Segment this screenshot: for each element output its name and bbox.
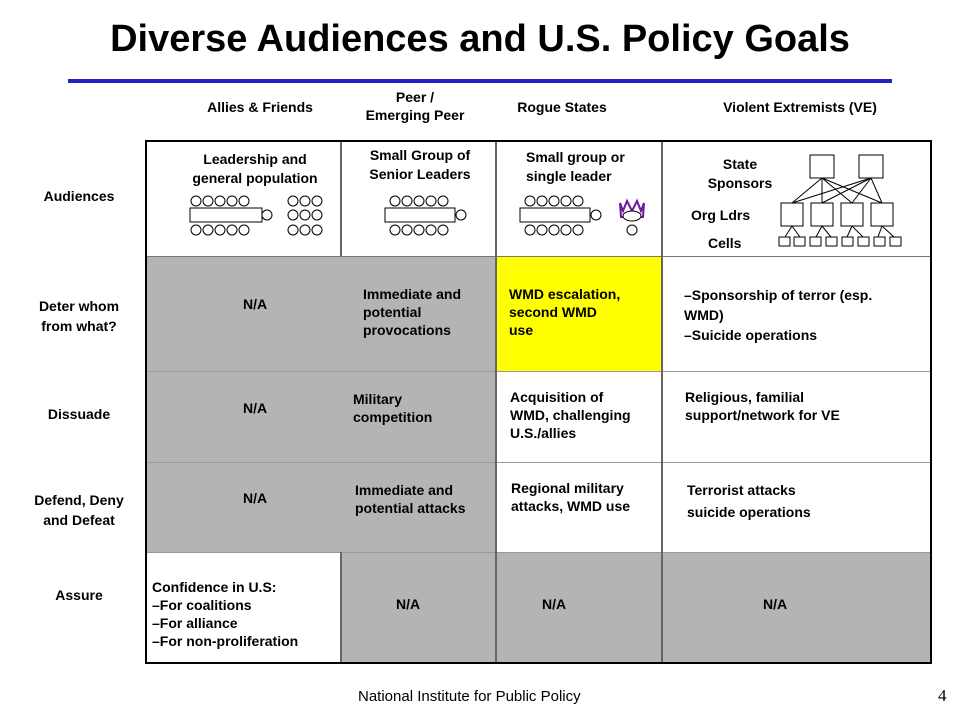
defend-peer: Immediate and potential attacks xyxy=(355,481,465,517)
audience-rogue-line1: Small group or xyxy=(526,149,625,165)
deter-ve-line: –Suicide operations xyxy=(684,327,818,343)
grid-line xyxy=(340,140,342,256)
dissuade-rogue-line: Acquisition of xyxy=(510,389,604,405)
deter-allies: N/A xyxy=(243,296,268,312)
row-label-defend: Defend, Deny and Defeat xyxy=(18,490,140,530)
defend-rogue-line: Regional military xyxy=(511,480,624,496)
deter-peer-line: Immediate and xyxy=(363,286,462,302)
audience-ve-state-line2: Sponsors xyxy=(707,175,773,191)
assure-allies-line: –For coalitions xyxy=(152,597,252,613)
deter-rogue-line: WMD escalation, xyxy=(509,286,621,302)
assure-peer: N/A xyxy=(396,596,421,612)
grid-line xyxy=(340,552,342,664)
page-number: 4 xyxy=(938,686,947,705)
audience-peer: Small Group of Senior Leaders xyxy=(350,146,490,184)
row-label-deter-line2: from what? xyxy=(41,318,117,334)
dissuade-peer: Military competition xyxy=(353,390,432,426)
grid-line xyxy=(145,256,932,257)
column-header-peer-line2: Emerging Peer xyxy=(365,107,465,123)
audience-rogue-line2: single leader xyxy=(526,168,612,184)
title-underline xyxy=(68,79,892,83)
dissuade-allies: N/A xyxy=(243,400,268,416)
defend-allies: N/A xyxy=(243,490,268,506)
grid-line xyxy=(145,462,932,463)
audience-ve-state: State Sponsors xyxy=(695,155,785,193)
crown-icon xyxy=(619,198,645,222)
grid-line xyxy=(661,140,663,664)
grid-line xyxy=(145,552,932,553)
dissuade-peer-line: competition xyxy=(353,409,433,425)
audience-rogue: Small group or single leader xyxy=(526,148,666,186)
deter-rogue: WMD escalation, second WMD use xyxy=(509,285,620,339)
deter-peer-line: provocations xyxy=(363,322,451,338)
org-chart-icon xyxy=(778,154,902,247)
row-label-defend-line1: Defend, Deny xyxy=(34,492,124,508)
audience-ve-org: Org Ldrs xyxy=(691,207,751,223)
assure-gray-block xyxy=(341,552,932,664)
row-label-dissuade: Dissuade xyxy=(47,406,111,422)
row-label-deter-line1: Deter whom xyxy=(38,298,120,314)
assure-rogue: N/A xyxy=(542,596,567,612)
audience-ve-cells: Cells xyxy=(708,235,742,251)
assure-allies-line: Confidence in U.S: xyxy=(152,579,277,595)
matrix-border xyxy=(145,140,932,664)
dissuade-ve-line: support/network for VE xyxy=(685,407,840,423)
defend-rogue: Regional military attacks, WMD use xyxy=(511,479,630,515)
deter-ve-line: –Sponsorship of terror (esp. xyxy=(684,287,873,303)
footer-text: National Institute for Public Policy xyxy=(358,688,581,705)
dissuade-peer-line: Military xyxy=(353,391,403,407)
audience-ve-state-line1: State xyxy=(722,156,758,172)
assure-allies: Confidence in U.S: –For coalitions –For … xyxy=(152,578,298,650)
defend-ve: Terrorist attacks suicide operations xyxy=(687,479,811,523)
meeting-table-icon xyxy=(189,195,323,236)
audience-allies: Leadership and general population xyxy=(180,150,330,188)
row-label-assure: Assure xyxy=(55,587,103,603)
column-header-rogue: Rogue States xyxy=(517,99,607,115)
defend-ve-line: suicide operations xyxy=(687,504,811,520)
column-header-peer: Peer / Emerging Peer xyxy=(345,88,485,124)
audience-peer-line1: Small Group of xyxy=(369,147,471,163)
dissuade-rogue-line: WMD, challenging xyxy=(510,407,631,423)
defend-ve-line: Terrorist attacks xyxy=(687,482,796,498)
column-header-peer-line1: Peer / xyxy=(395,89,435,105)
defend-peer-line: potential attacks xyxy=(355,500,466,516)
grid-line xyxy=(145,371,932,372)
row-label-deter: Deter whom from what? xyxy=(18,296,140,336)
audience-allies-line1: Leadership and xyxy=(203,151,307,167)
dissuade-rogue: Acquisition of WMD, challenging U.S./all… xyxy=(510,388,631,442)
deter-peer-line: potential xyxy=(363,304,422,320)
deter-rogue-line: use xyxy=(509,322,534,338)
rogue-deter-highlight xyxy=(496,256,662,371)
column-header-allies: Allies & Friends xyxy=(207,99,313,115)
defend-peer-line: Immediate and xyxy=(355,482,454,498)
deter-ve-line: WMD) xyxy=(684,307,724,323)
deter-ve: –Sponsorship of terror (esp. WMD) –Suici… xyxy=(684,285,872,345)
assure-ve: N/A xyxy=(763,596,788,612)
dissuade-rogue-line: U.S./allies xyxy=(510,425,577,441)
deter-rogue-line: second WMD xyxy=(509,304,597,320)
assure-allies-line: –For non-proliferation xyxy=(152,633,299,649)
audience-allies-line2: general population xyxy=(192,170,318,186)
audience-peer-line2: Senior Leaders xyxy=(369,166,471,182)
row-label-defend-line2: and Defeat xyxy=(43,512,115,528)
column-header-ve: Violent Extremists (VE) xyxy=(723,99,877,115)
defend-rogue-line: attacks, WMD use xyxy=(511,498,631,514)
meeting-table-icon xyxy=(519,195,645,236)
grid-line xyxy=(495,140,497,664)
row-label-audiences: Audiences xyxy=(43,188,115,204)
assure-allies-line: –For alliance xyxy=(152,615,238,631)
dissuade-ve: Religious, familial support/network for … xyxy=(685,388,840,424)
dissuade-ve-line: Religious, familial xyxy=(685,389,805,405)
allies-gray-block xyxy=(145,256,496,552)
deter-peer: Immediate and potential provocations xyxy=(363,285,461,339)
meeting-table-icon xyxy=(384,195,467,236)
page-title: Diverse Audiences and U.S. Policy Goals xyxy=(110,18,850,60)
